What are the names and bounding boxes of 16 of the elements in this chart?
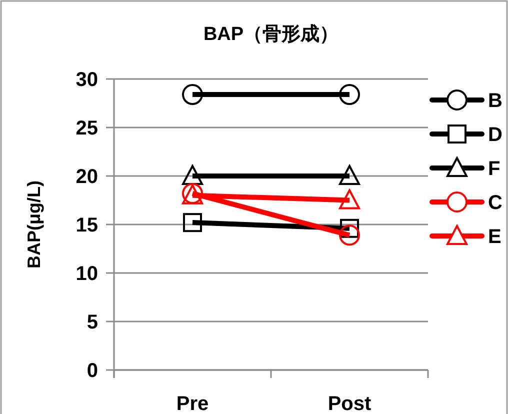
legend-label: B xyxy=(488,90,502,112)
y-tick-label: 15 xyxy=(76,214,98,236)
y-tick-label: 20 xyxy=(76,166,98,188)
chart-title: BAP（骨形成） xyxy=(203,23,339,45)
legend-label: D xyxy=(488,124,502,146)
legend-label: E xyxy=(488,226,502,248)
y-tick-label: 0 xyxy=(86,360,98,382)
y-tick-label: 10 xyxy=(76,263,98,285)
legend-label: C xyxy=(488,192,502,214)
x-tick-label: Post xyxy=(328,393,372,414)
y-axis-title: BAP(μg/L) xyxy=(24,180,44,268)
y-tick-label: 30 xyxy=(76,69,98,91)
y-tick-label: 25 xyxy=(76,118,98,140)
x-tick-label: Pre xyxy=(176,393,209,414)
legend-label: F xyxy=(488,158,500,180)
y-tick-label: 5 xyxy=(86,312,98,334)
